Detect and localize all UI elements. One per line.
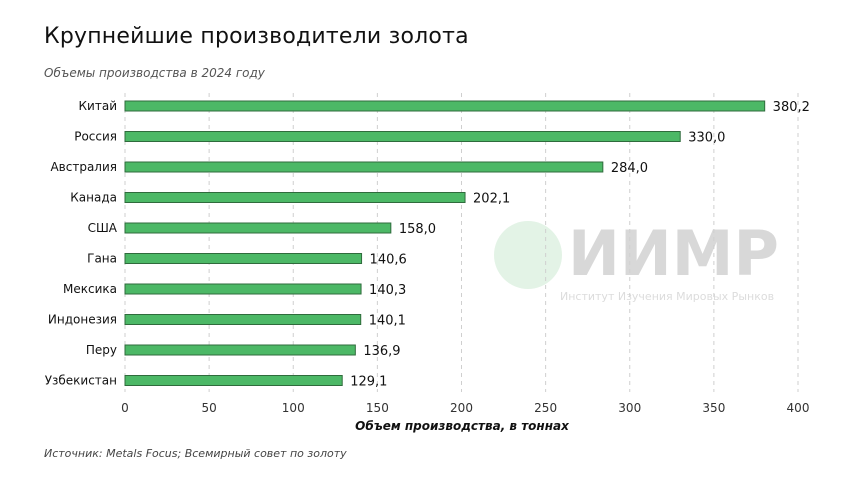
category-label: Россия [74, 130, 117, 144]
category-label: Канада [70, 191, 117, 205]
category-label: Индонезия [48, 313, 117, 327]
x-tick-label: 50 [201, 401, 216, 415]
chart-subtitle: Объемы производства в 2024 году [44, 66, 265, 80]
bar [124, 253, 363, 264]
bar [124, 314, 362, 325]
watermark-tagline: Институт Изучения Мировых Рынков [560, 290, 774, 303]
watermark-globe-icon [494, 221, 562, 289]
value-label: 330,0 [688, 131, 725, 146]
source-note: Источник: Metals Focus; Всемирный совет … [44, 447, 347, 460]
bar [124, 375, 343, 386]
value-label: 129,1 [350, 375, 387, 390]
category-label: Узбекистан [45, 374, 117, 388]
value-label: 284,0 [611, 161, 648, 176]
chart-title: Крупнейшие производители золота [44, 24, 469, 49]
value-label: 202,1 [473, 192, 510, 207]
value-label: 140,6 [370, 253, 407, 268]
x-tick-label: 0 [121, 401, 129, 415]
category-label: Перу [86, 343, 117, 357]
x-tick-label: 100 [282, 401, 305, 415]
bar [124, 131, 681, 142]
bar [124, 283, 362, 295]
x-tick-label: 200 [450, 401, 473, 415]
watermark-logo-text: ИИМР [568, 217, 779, 290]
value-label: 136,9 [363, 344, 400, 359]
bar [124, 222, 392, 234]
category-label: Мексика [63, 282, 117, 296]
x-tick-label: 300 [618, 401, 641, 415]
category-label: Австралия [50, 160, 117, 174]
category-label: США [88, 221, 118, 235]
value-label: 140,3 [369, 283, 406, 298]
value-label: 158,0 [399, 222, 436, 237]
x-tick-label: 250 [534, 401, 557, 415]
x-tick-label: 150 [366, 401, 389, 415]
x-tick-label: 400 [787, 401, 810, 415]
bar [124, 344, 356, 356]
category-label: Гана [87, 252, 117, 266]
bar [124, 161, 604, 173]
x-tick-label: 350 [702, 401, 725, 415]
category-label: Китай [79, 99, 117, 113]
x-axis-label: Объем производства, в тоннах [355, 419, 570, 433]
value-label: 140,1 [369, 314, 406, 329]
bar [124, 100, 766, 112]
watermark: ИИМР Институт Изучения Мировых Рынков [494, 217, 779, 303]
bar [124, 192, 466, 203]
value-label: 380,2 [773, 100, 810, 115]
